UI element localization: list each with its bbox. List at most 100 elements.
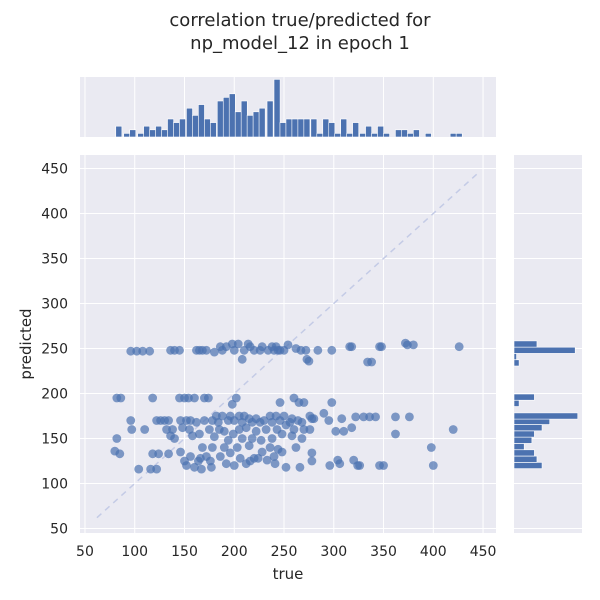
x-tick-label: 100 [121,544,148,560]
right-histogram-bar [513,353,517,360]
scatter-point [327,398,337,407]
top-histogram-bar [149,129,157,138]
scatter-point [256,435,266,445]
scatter-point [178,423,187,433]
scatter-point [262,455,272,465]
scatter-point [253,453,263,463]
x-tick-label: 400 [420,544,447,560]
scatter-point [307,456,317,466]
top-histogram-bar [377,125,384,138]
top-histogram-bar [352,122,360,138]
x-tick-label: 200 [221,544,248,560]
scatter-point [164,416,173,425]
scatter-point [313,345,323,355]
right-histogram-bar [513,340,538,348]
scatter-point [116,393,126,403]
top-histogram-bar [449,133,457,138]
chart-title-line-2: np_model_12 in epoch 1 [190,33,410,54]
scatter-point [197,464,206,474]
scatter-point [203,393,213,403]
top-histogram-bar [413,129,420,138]
scatter-point [228,429,238,439]
right-marginal-histogram [513,340,579,469]
top-histogram-bar [395,129,402,138]
scatter-point [190,462,199,472]
scatter-point [405,412,414,422]
top-histogram-bar [198,104,205,138]
scatter-point [259,416,269,425]
scatter-point [244,441,254,451]
scatter-point [324,416,334,425]
scatter-point [301,345,311,355]
scatter-point [426,443,436,452]
scatter-point [219,426,229,436]
scatter-point [267,434,277,443]
scatter-point [237,434,247,443]
scatter-point [408,340,418,350]
scatter-point [190,393,199,403]
top-histogram-bar [115,125,123,138]
top-histogram-bar [252,111,260,138]
top-histogram-bar [123,133,131,138]
top-histogram-bar [129,129,137,138]
top-histogram-bar [273,79,281,138]
scatter-point [304,356,314,366]
right-histogram-bar [513,412,579,420]
scatter-point [325,461,335,470]
scatter-point [379,461,388,470]
scatter-point [297,434,307,443]
right-histogram-bar [513,399,520,407]
x-tick-label: 50 [76,544,94,560]
scatter-point [209,347,219,357]
right-histogram-bar [513,436,533,444]
y-tick-labels: 50 100 150 200 250 300 350 400 450 [41,162,68,538]
scatter-point [182,461,191,470]
top-histogram-bar [143,125,151,138]
scatter-point [233,339,243,349]
scatter-point [206,462,216,472]
scatter-point [112,434,122,443]
scatter-point [186,452,195,461]
scatter-point [225,448,235,458]
top-histogram-bar [234,111,242,138]
top-histogram-bar [371,133,378,138]
scatter-point [267,417,277,427]
top-histogram-bar [222,97,230,138]
top-histogram-bar [401,129,408,138]
right-histogram-bar [513,443,525,450]
scatter-point [204,425,214,434]
scatter-point [229,461,239,470]
scatter-point [231,393,241,403]
scatter-point [247,434,257,443]
y-axis-label: predicted [17,308,35,379]
top-histogram-bar [297,118,305,138]
y-tick-label: 250 [41,342,68,358]
scatter-point [251,426,261,436]
scatter-point [299,398,309,407]
scatter-point [377,342,386,352]
scatter-point [145,346,155,356]
scatter-point [347,423,357,433]
scatter-point [234,425,244,434]
top-histogram-bar [246,115,254,138]
scatter-point [391,429,400,439]
top-histogram-bar [291,118,299,138]
top-histogram-bar [365,125,372,138]
scatter-point [127,425,137,434]
top-histogram-bar [455,133,463,138]
scatter-point [391,412,400,422]
scatter-point [175,345,184,355]
scatter-points [110,338,464,474]
scatter-point [237,354,247,364]
scatter-point [277,447,287,457]
scatter-point [200,416,209,425]
top-histogram-bar [303,118,311,138]
right-histogram-bar [513,462,543,469]
right-histogram-bar [513,430,535,438]
x-tick-label: 350 [370,544,397,560]
scatter-point [289,425,299,434]
x-tick-label: 250 [271,544,298,560]
y-tick-label: 300 [41,297,68,313]
scatter-point [229,345,239,355]
scatter-point [269,452,279,461]
